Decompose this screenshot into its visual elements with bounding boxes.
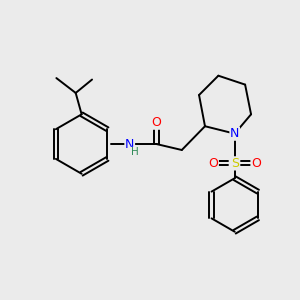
Text: N: N — [125, 138, 134, 151]
Text: O: O — [152, 116, 161, 129]
Text: N: N — [230, 127, 239, 140]
Text: S: S — [231, 157, 239, 170]
Text: O: O — [251, 157, 261, 170]
Text: H: H — [131, 147, 139, 158]
Text: O: O — [208, 157, 218, 170]
